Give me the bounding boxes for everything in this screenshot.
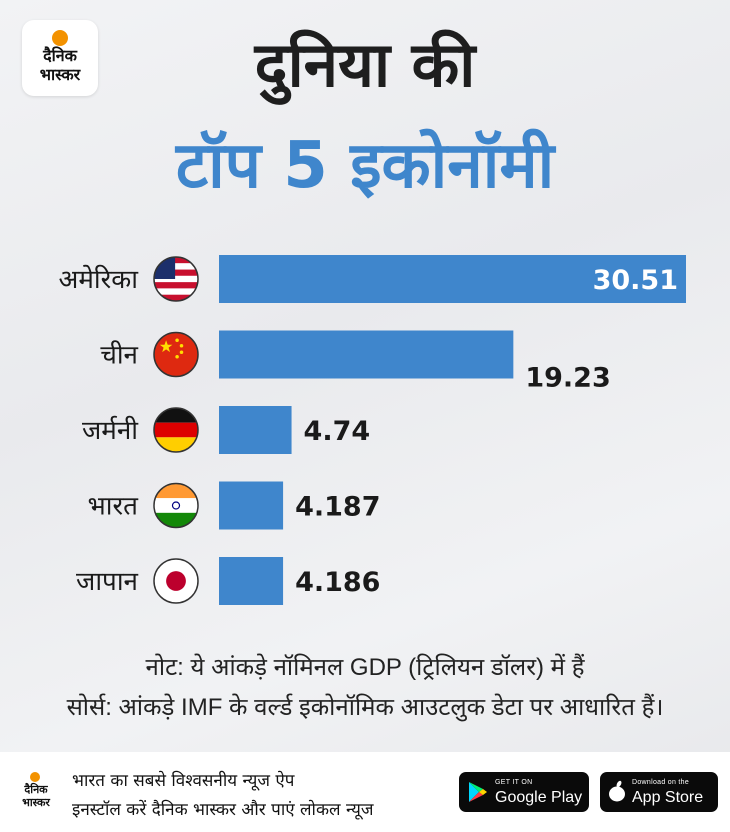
bar-chart: अमेरिका 30.51 चीन 19.23 जर्मनी 4.74 भारत 4.187 ज… (59, 255, 686, 605)
app-store-label: App Store (632, 789, 704, 806)
value-label: 30.51 (593, 265, 678, 296)
sun-icon (30, 772, 40, 782)
value-label: 4.186 (295, 567, 380, 598)
japan-flag-icon (153, 558, 199, 604)
bar (219, 557, 284, 605)
category-label: भारत (88, 492, 140, 522)
category-label: जापान (76, 567, 139, 597)
value-label: 4.187 (295, 492, 380, 523)
google-play-button[interactable]: GET IT ON Google Play (459, 772, 589, 812)
footer-logo-line1: दैनिक (24, 783, 48, 796)
dainik-bhaskar-logo: दैनिक भास्कर (22, 20, 98, 96)
category-label: चीन (100, 340, 138, 371)
google-play-label: Google Play (495, 789, 583, 806)
bar (219, 406, 292, 454)
germany-flag-icon (153, 407, 199, 453)
app-store-button[interactable]: Download on the App Store (600, 772, 718, 812)
footer-tagline: भारत का सबसे विश्वसनीय न्यूज ऐप (72, 771, 295, 791)
india-flag-icon (153, 482, 199, 529)
bar (219, 481, 284, 530)
note-text: नोट: ये आंकड़े नॉमिनल GDP (ट्रिलियन डॉलर… (145, 654, 585, 681)
china-flag-icon (153, 331, 199, 378)
bar (219, 255, 686, 303)
category-label: जर्मनी (82, 415, 139, 446)
usa-flag-icon (153, 256, 199, 302)
apple-icon (609, 780, 625, 802)
logo-text-line2: भास्कर (39, 65, 81, 84)
footer-banner: दैनिक भास्कर भारत का सबसे विश्वसनीय न्यू… (0, 752, 730, 832)
category-label: अमेरिका (59, 264, 140, 295)
title-line2: टॉप 5 इकोनॉमी (175, 129, 555, 203)
footer-logo: दैनिक भास्कर (14, 770, 58, 814)
sun-icon (52, 30, 68, 46)
source-text: सोर्स: आंकड़े IMF के वर्ल्ड इकोनॉमिक आउट… (66, 694, 664, 721)
value-label: 4.74 (304, 416, 371, 447)
footer-install-text: इनस्टॉल करें दैनिक भास्कर और पाएं लोकल न… (72, 800, 374, 820)
bar (219, 330, 514, 379)
logo-text-line1: दैनिक (43, 46, 77, 65)
title-line1: दुनिया की (254, 28, 476, 101)
app-store-small-text: Download on the (632, 779, 690, 786)
footer-logo-line2: भास्कर (22, 796, 50, 809)
value-label: 19.23 (525, 363, 610, 394)
google-play-icon (469, 782, 487, 802)
google-play-small-text: GET IT ON (495, 779, 533, 786)
